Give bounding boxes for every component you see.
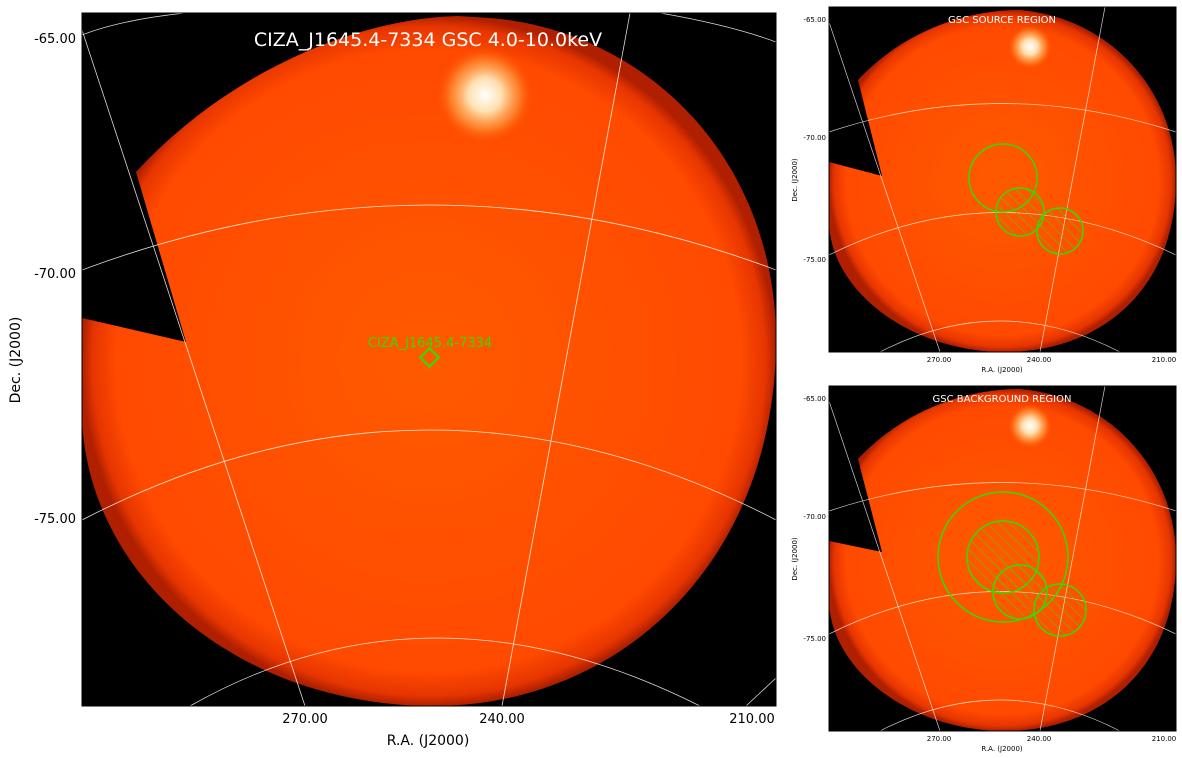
- source-xtick-label: 240.00: [1027, 356, 1052, 364]
- source-xtick-label: 270.00: [927, 356, 952, 364]
- main-xlabel: R.A. (J2000): [387, 733, 470, 749]
- source-frame: [828, 6, 1177, 353]
- source-ytick-label: -75.00: [803, 256, 826, 264]
- background-annulus-circle: [937, 491, 1069, 623]
- main-ytick-label: -75.00: [34, 512, 76, 527]
- source-ytick-label: -70.00: [803, 134, 826, 142]
- background-bright-source: [1008, 404, 1052, 448]
- background-ytick-label: -65.00: [803, 395, 826, 403]
- background-xlabel: R.A. (J2000): [981, 745, 1023, 753]
- main-xtick-label: 240.00: [479, 712, 525, 727]
- source-label: CIZA_J1645.4-7334: [368, 336, 492, 351]
- background-coordinate-grid: [829, 386, 1176, 731]
- source-diamond-marker: [418, 346, 441, 369]
- main-frame: [81, 12, 777, 707]
- source-xlabel: R.A. (J2000): [981, 366, 1023, 374]
- source-region-panel: GSC SOURCE REGION -65.00 -70.00 -75.00 2…: [791, 6, 1177, 374]
- main-bright-source: [437, 47, 533, 143]
- background-region-panel: GSC BACKGROUND REGION -65.00 -70.00 -75.…: [791, 385, 1177, 753]
- source-bright-source: [1008, 25, 1052, 69]
- source-ytick-label: -65.00: [803, 16, 826, 24]
- main-title: CIZA_J1645.4-7334 GSC 4.0-10.0keV: [254, 29, 602, 51]
- main-ytick-label: -70.00: [34, 267, 76, 282]
- main-xtick-label: 270.00: [282, 712, 328, 727]
- background-frame: [828, 385, 1177, 732]
- source-sky-field: [829, 10, 1176, 352]
- background-title: GSC BACKGROUND REGION: [933, 394, 1072, 405]
- background-xtick-label: 210.00: [1152, 735, 1177, 743]
- source-coordinate-grid: [829, 7, 1176, 352]
- main-coordinate-grid: [82, 13, 776, 706]
- main-panel: CIZA_J1645.4-7334 CIZA_J1645.4-7334 GSC …: [8, 12, 777, 749]
- source-region-hatched-circle: [995, 187, 1045, 237]
- source-region-hatched-circle: [1036, 207, 1084, 255]
- background-xtick-label: 270.00: [927, 735, 952, 743]
- background-ytick-label: -70.00: [803, 513, 826, 521]
- main-ytick-label: -65.00: [34, 32, 76, 47]
- background-ytick-label: -75.00: [803, 635, 826, 643]
- main-xtick-label: 210.00: [729, 712, 775, 727]
- source-title: GSC SOURCE REGION: [948, 15, 1056, 26]
- background-region-hatched-circle: [1033, 583, 1087, 637]
- main-sky-field: [82, 16, 776, 706]
- background-xtick-label: 240.00: [1027, 735, 1052, 743]
- source-ylabel: Dec. (J2000): [791, 158, 799, 202]
- main-ylabel: Dec. (J2000): [8, 317, 24, 404]
- source-xtick-label: 210.00: [1152, 356, 1177, 364]
- background-ylabel: Dec. (J2000): [791, 537, 799, 581]
